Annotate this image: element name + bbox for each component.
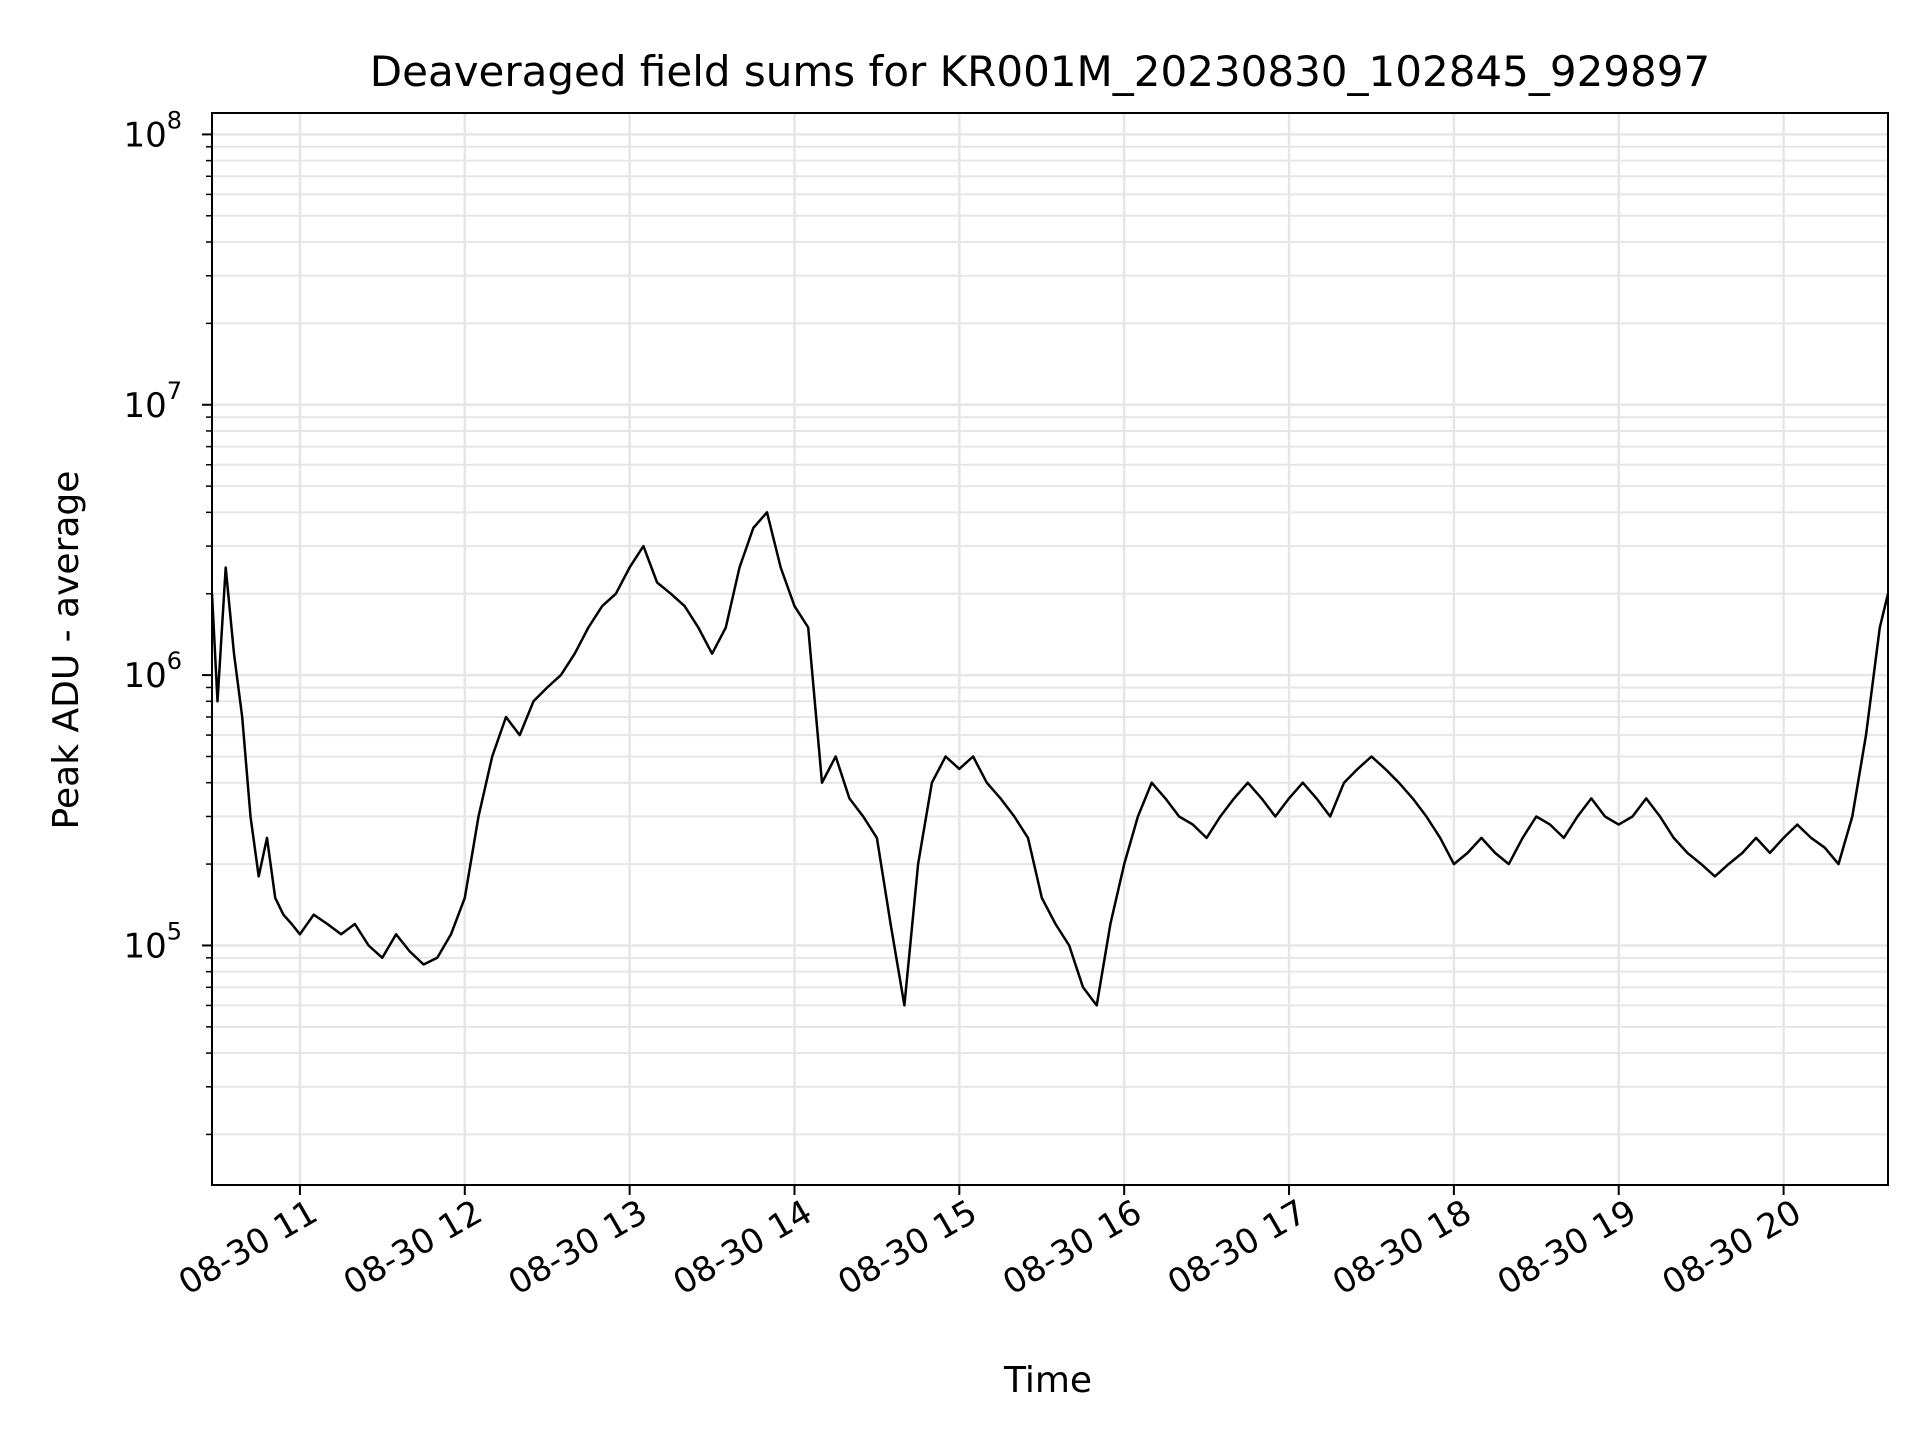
y-axis-ticks: 105 106 107 108 (123, 106, 212, 1136)
x-tick-label: 08-30 18 (1326, 1192, 1478, 1303)
y-tick-label: 106 (123, 647, 182, 696)
y-axis-label: Peak ADU - average (46, 471, 87, 830)
x-axis-ticks: 08-30 11 08-30 12 08-30 13 08-30 14 08-30 15… (172, 1185, 1808, 1303)
x-tick-label: 08-30 16 (996, 1192, 1148, 1303)
y-tick-label: 105 (123, 917, 182, 966)
x-tick-label: 08-30 12 (337, 1192, 489, 1303)
x-tick-label: 08-30 11 (172, 1192, 324, 1303)
plot-frame (211, 112, 1889, 1186)
grid (212, 113, 1888, 1185)
y-tick-label: 108 (123, 106, 182, 155)
series-line (210, 511, 1890, 1007)
chart-title: Deaveraged field sums for KR001M_2023083… (370, 47, 1710, 96)
x-tick-label: 08-30 14 (667, 1192, 819, 1303)
x-tick-label: 08-30 19 (1491, 1192, 1643, 1303)
x-axis-label: Time (1003, 1360, 1092, 1401)
y-tick-label: 107 (123, 377, 182, 426)
x-tick-label: 08-30 13 (502, 1192, 654, 1303)
series (210, 511, 1890, 1007)
x-tick-label: 08-30 20 (1656, 1192, 1808, 1303)
x-tick-label: 08-30 17 (1161, 1192, 1313, 1303)
x-tick-label: 08-30 15 (831, 1192, 983, 1303)
